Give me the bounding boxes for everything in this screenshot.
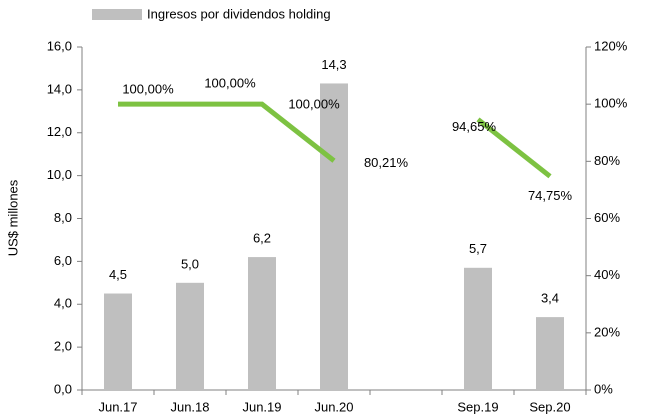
- x-tick-label: Sep.20: [529, 399, 570, 414]
- y-tick-label: 14,0: [47, 81, 72, 96]
- bar: [176, 282, 204, 390]
- bar-value-label: 4,5: [109, 267, 127, 282]
- y2-tick-label: 60%: [594, 210, 620, 225]
- bar-value-label: 5,0: [181, 256, 199, 271]
- y2-tick-label: 40%: [594, 267, 620, 282]
- bar-value-label: 14,3: [321, 57, 346, 72]
- bar: [464, 267, 492, 390]
- legend-swatch: [92, 9, 142, 20]
- y-axis-title: US$ millones: [5, 179, 20, 256]
- bar: [536, 317, 564, 390]
- y2-tick-label: 100%: [594, 96, 628, 111]
- line-value-label: 80,21%: [364, 155, 409, 170]
- x-tick-label: Sep.19: [457, 399, 498, 414]
- bar-value-label: 3,4: [541, 291, 559, 306]
- line-value-label: 100,00%: [288, 97, 340, 112]
- line: [476, 117, 552, 179]
- x-tick-label: Jun.17: [98, 399, 137, 414]
- y-tick-label: 2,0: [54, 339, 72, 354]
- y-tick-label: 0,0: [54, 381, 72, 396]
- y-tick-label: 4,0: [54, 296, 72, 311]
- bar: [248, 257, 276, 390]
- line-value-label: 100,00%: [204, 76, 256, 91]
- x-tick-label: Jun.18: [170, 399, 209, 414]
- legend-label: Ingresos por dividendos holding: [147, 6, 331, 21]
- bar-value-label: 5,7: [469, 241, 487, 256]
- y2-tick-label: 0%: [594, 381, 613, 396]
- bar-value-label: 6,2: [253, 231, 271, 246]
- y-tick-label: 6,0: [54, 253, 72, 268]
- y2-tick-label: 120%: [594, 38, 628, 53]
- y-tick-label: 10,0: [47, 167, 72, 182]
- line: [118, 101, 336, 163]
- y-tick-label: 12,0: [47, 124, 72, 139]
- line-value-label: 100,00%: [122, 82, 174, 97]
- line-value-label: 94,65%: [452, 119, 497, 134]
- y-tick-label: 16,0: [47, 38, 72, 53]
- y-tick-label: 8,0: [54, 210, 72, 225]
- line-value-label: 74,75%: [528, 188, 573, 203]
- y2-tick-label: 20%: [594, 324, 620, 339]
- x-tick-label: Jun.19: [242, 399, 281, 414]
- y2-tick-label: 80%: [594, 153, 620, 168]
- bar: [320, 83, 348, 390]
- bar: [104, 293, 132, 390]
- x-tick-label: Jun.20: [314, 399, 353, 414]
